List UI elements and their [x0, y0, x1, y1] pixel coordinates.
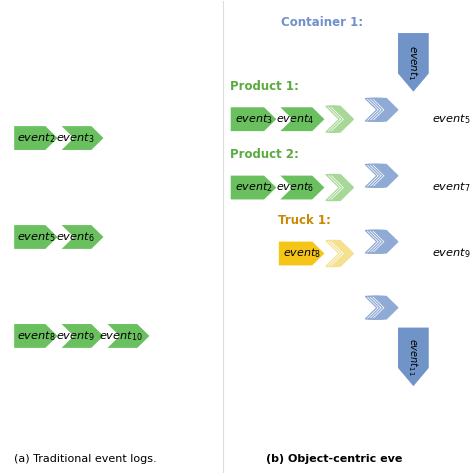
Text: (b) Object-centric eve: (b) Object-centric eve — [266, 455, 403, 465]
Text: $event_1$: $event_1$ — [407, 45, 420, 81]
Polygon shape — [59, 323, 105, 349]
Text: $event_5$: $event_5$ — [432, 112, 471, 126]
Polygon shape — [278, 240, 326, 266]
Text: $event_5$: $event_5$ — [17, 230, 55, 244]
Text: $event_3$: $event_3$ — [235, 112, 273, 126]
Text: $event_9$: $event_9$ — [432, 246, 471, 260]
Text: $event_{10}$: $event_{10}$ — [100, 329, 143, 343]
Text: Container 1:: Container 1: — [281, 16, 363, 29]
Text: $event_2$: $event_2$ — [235, 181, 273, 194]
Text: Product 2:: Product 2: — [230, 148, 299, 161]
Text: Truck 1:: Truck 1: — [278, 214, 331, 227]
Polygon shape — [13, 125, 59, 151]
Text: $event_8$: $event_8$ — [283, 246, 321, 260]
Polygon shape — [374, 99, 398, 121]
Polygon shape — [332, 240, 354, 266]
Polygon shape — [230, 174, 278, 201]
Polygon shape — [278, 106, 326, 132]
Text: $event_2$: $event_2$ — [17, 131, 55, 145]
Text: $event_8$: $event_8$ — [17, 329, 55, 343]
Text: $event_6$: $event_6$ — [276, 181, 314, 194]
Polygon shape — [230, 106, 278, 132]
Text: $event_9$: $event_9$ — [56, 329, 95, 343]
Polygon shape — [397, 327, 430, 388]
Polygon shape — [278, 174, 326, 201]
Polygon shape — [397, 32, 430, 93]
Polygon shape — [332, 174, 354, 201]
Polygon shape — [59, 224, 105, 250]
Text: $event_{11}$: $event_{11}$ — [407, 338, 420, 376]
Polygon shape — [374, 164, 398, 187]
Polygon shape — [13, 224, 59, 250]
Text: (a) Traditional event logs.: (a) Traditional event logs. — [14, 455, 156, 465]
Polygon shape — [105, 323, 151, 349]
Polygon shape — [332, 106, 354, 132]
Text: Product 1:: Product 1: — [230, 80, 299, 93]
Polygon shape — [374, 296, 398, 319]
Text: $event_4$: $event_4$ — [276, 112, 314, 126]
Text: $event_7$: $event_7$ — [432, 181, 471, 194]
Polygon shape — [13, 323, 59, 349]
Polygon shape — [59, 125, 105, 151]
Text: $event_3$: $event_3$ — [56, 131, 95, 145]
Text: $event_6$: $event_6$ — [56, 230, 95, 244]
Polygon shape — [374, 230, 398, 253]
